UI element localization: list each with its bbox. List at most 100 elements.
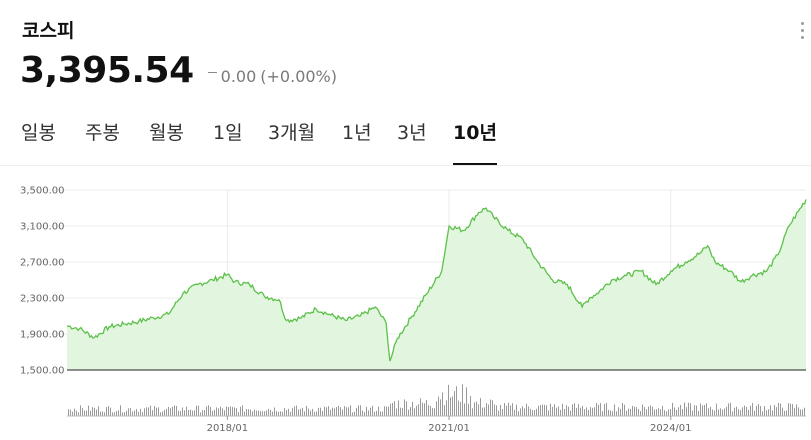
tab-monthly[interactable]: 월봉 <box>149 122 184 144</box>
volume-bar <box>472 408 473 416</box>
volume-bar <box>230 406 231 416</box>
volume-bar <box>484 407 485 416</box>
volume-bar <box>422 402 423 416</box>
volume-bar <box>128 408 129 416</box>
volume-bar <box>490 399 491 416</box>
volume-bar <box>384 406 385 416</box>
price-row: 3,395.54 0.00 (+0.00%) <box>20 50 337 94</box>
volume-bar <box>648 406 649 416</box>
volume-bar <box>208 405 209 416</box>
volume-bar <box>310 410 311 416</box>
volume-bar <box>732 411 733 416</box>
volume-bar <box>288 408 289 416</box>
volume-bar <box>220 406 221 416</box>
volume-bar <box>738 409 739 416</box>
volume-bar <box>506 405 507 416</box>
volume-bar <box>444 405 445 416</box>
volume-bar <box>296 405 297 416</box>
volume-bar <box>718 409 719 416</box>
volume-bar <box>140 408 141 416</box>
volume-bar <box>680 404 681 416</box>
volume-bar <box>228 406 229 416</box>
volume-bar <box>772 410 773 416</box>
volume-bar <box>448 384 449 416</box>
volume-bar <box>792 404 793 416</box>
volume-bar <box>96 409 97 416</box>
volume-bar <box>666 411 667 416</box>
period-tabs: 일봉 주봉 월봉 1일 3개월 1년 3년 10년 <box>0 118 811 166</box>
volume-bar <box>706 403 707 416</box>
volume-bar <box>756 405 757 416</box>
volume-bar <box>320 407 321 416</box>
volume-bar <box>502 409 503 416</box>
volume-bar <box>300 408 301 416</box>
volume-bar <box>536 408 537 416</box>
y-tick-label: 3,100.00 <box>20 222 65 233</box>
volume-bar <box>716 403 717 416</box>
volume-bar <box>540 405 541 416</box>
volume-bar <box>798 407 799 416</box>
volume-bar <box>770 405 771 416</box>
tab-3-years[interactable]: 3년 <box>397 122 427 144</box>
volume-bar <box>392 402 393 416</box>
tab-3-months[interactable]: 3개월 <box>268 122 316 144</box>
tab-10-years[interactable]: 10년 <box>453 118 497 165</box>
volume-bar <box>116 411 117 416</box>
volume-bar <box>508 402 509 416</box>
volume-bar <box>652 406 653 416</box>
volume-bar <box>614 404 615 416</box>
volume-bar <box>364 411 365 416</box>
volume-bar <box>372 405 373 416</box>
y-tick-label: 2,700.00 <box>20 258 65 269</box>
volume-bar <box>486 403 487 416</box>
volume-bar <box>686 407 687 416</box>
volume-bar <box>238 412 239 416</box>
volume-bar <box>252 411 253 416</box>
volume-bar <box>676 409 677 416</box>
tab-daily[interactable]: 일봉 <box>21 122 56 144</box>
tab-weekly[interactable]: 주봉 <box>85 122 120 144</box>
tab-1-day[interactable]: 1일 <box>213 122 243 144</box>
volume-bar <box>222 408 223 416</box>
volume-bar <box>580 407 581 416</box>
y-tick-label: 3,500.00 <box>20 186 65 197</box>
volume-bar <box>462 384 463 416</box>
volume-bar <box>204 410 205 416</box>
volume-bar <box>290 411 291 416</box>
volume-bar <box>780 403 781 416</box>
volume-bar <box>178 410 179 416</box>
volume-bar <box>108 406 109 416</box>
volume-bar <box>678 407 679 416</box>
volume-bar <box>548 410 549 416</box>
more-options-icon[interactable] <box>801 22 807 40</box>
volume-bar <box>692 410 693 416</box>
volume-bar <box>478 404 479 416</box>
volume-bar <box>606 402 607 416</box>
volume-bar <box>122 412 123 416</box>
volume-bar <box>530 408 531 416</box>
volume-bar <box>768 409 769 416</box>
volume-bar <box>428 405 429 416</box>
volume-bar <box>628 408 629 416</box>
volume-bar <box>708 408 709 416</box>
volume-bar <box>470 396 471 416</box>
volume-bar <box>226 406 227 416</box>
volume-bar <box>638 408 639 416</box>
volume-bar <box>728 403 729 416</box>
volume-bar <box>388 406 389 416</box>
volume-bar <box>458 400 459 416</box>
volume-bar <box>368 410 369 416</box>
volume-bar <box>620 408 621 416</box>
volume-bar <box>538 405 539 416</box>
volume-bar <box>554 404 555 416</box>
price-chart[interactable]: 3,500.00 3,100.00 2,700.00 2,300.00 1,900.00… <box>0 170 811 440</box>
tab-1-year[interactable]: 1년 <box>342 122 372 144</box>
volume-bar <box>586 407 587 416</box>
volume-bar <box>574 403 575 416</box>
volume-bar <box>754 410 755 416</box>
volume-bar <box>662 405 663 416</box>
volume-bar <box>650 405 651 416</box>
volume-bar <box>782 407 783 416</box>
volume-bar <box>616 411 617 416</box>
volume-bar <box>790 403 791 416</box>
